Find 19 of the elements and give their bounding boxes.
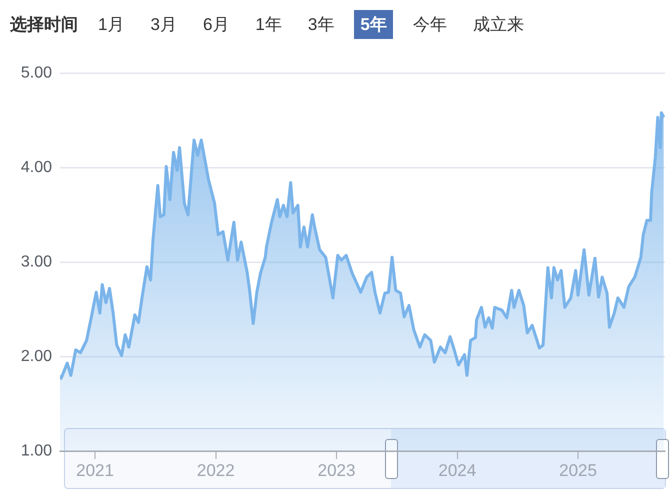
text: 5年: [354, 10, 393, 38]
x-tick-label: 2022: [196, 460, 235, 480]
y-tick-label: 5.00: [20, 64, 52, 82]
text: 今年: [412, 14, 448, 36]
x-tick-label: 2025: [559, 460, 597, 480]
x-tick-label: 2023: [318, 460, 356, 480]
y-tick-label: 4.00: [20, 158, 52, 176]
x-tick-label: 2021: [76, 460, 114, 480]
x-tick-label: 2024: [438, 460, 476, 480]
text: 3月: [149, 14, 178, 36]
y-tick-label: 2.00: [20, 348, 52, 365]
y-tick-label: 3.00: [20, 253, 52, 270]
text: 成立来: [472, 14, 525, 36]
text: 1年: [254, 14, 283, 36]
text: 3年: [306, 14, 336, 36]
text: 6月: [202, 14, 230, 36]
y-tick-label: 1.00: [20, 442, 52, 460]
text: 1月: [97, 14, 126, 36]
text: 选择时间: [10, 14, 78, 36]
